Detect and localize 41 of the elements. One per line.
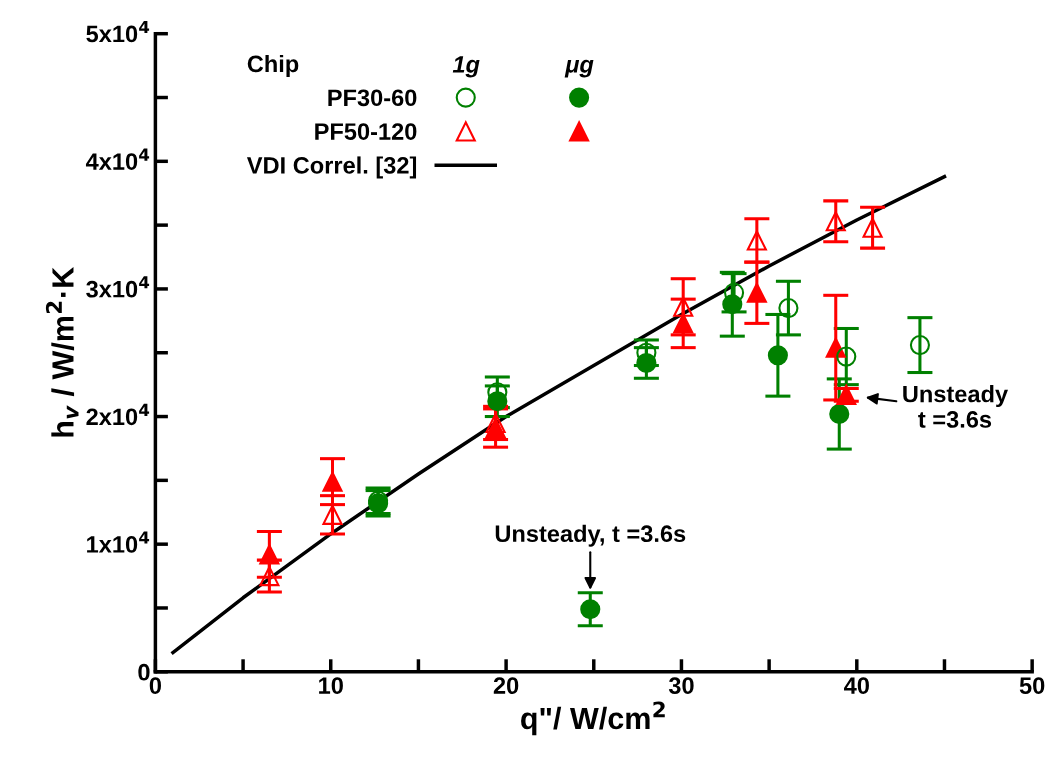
point [825,211,846,232]
x-tick-label: 20 [493,677,519,694]
y-tick-label: 2x10$^{4}$ [86,403,150,426]
legend-label: PF50-120 [315,123,417,140]
point [825,337,846,358]
legend-label: PF30-60 [328,89,417,107]
point [746,282,767,303]
point [767,345,788,366]
x-tick-label: 0 [149,677,161,694]
y-tick-label: 3x10$^{4}$ [86,276,150,298]
point [829,403,850,425]
annotation: 1g [452,56,480,78]
annotation: Unsteady, t =3.6s [495,524,686,547]
point [580,599,601,620]
annotation: μg [564,59,594,78]
point [259,566,280,587]
point [836,346,857,367]
y-tick-label: 4x10$^{4}$ [85,148,150,170]
x-tick-label: 30 [668,677,694,695]
point [746,230,767,251]
x-axis-title: q"/ W/cm$^{2}$ [521,701,665,736]
y-tick-label: 5x10$^{4}$ [86,21,150,43]
y-axis-title: h$_{v}$ / W/m$^{2}$·K [45,267,79,437]
point [778,298,799,319]
point [259,544,280,565]
legend-title: Chip [247,54,299,77]
x-tick-label: 10 [319,677,343,694]
point [322,471,343,492]
point [723,282,745,303]
point [673,296,694,317]
y-tick-label: 1x10$^{4}$ [87,531,150,553]
point [322,504,343,525]
x-tick-label: 50 [1019,677,1045,694]
annotation: Unsteady t =3.6s [903,385,1008,428]
x-tick-label: 40 [844,677,869,694]
point [485,412,506,433]
point [673,313,694,334]
legend-label: VDI Correl. [32] [246,156,417,179]
point [909,335,930,356]
point [862,217,883,238]
y-tick-label: 0 [138,663,150,681]
